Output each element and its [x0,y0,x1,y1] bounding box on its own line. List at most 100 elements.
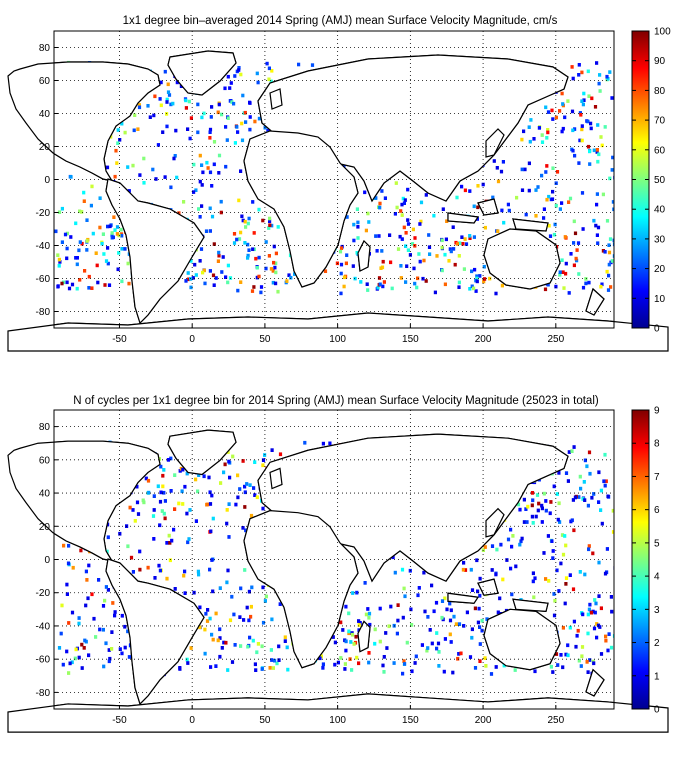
data-cell [184,279,188,283]
data-cell [241,93,245,98]
data-cell [138,549,142,554]
data-cell [522,129,526,134]
data-cell [283,635,287,640]
data-cell [339,620,343,625]
data-cell [151,514,156,518]
data-cell [252,486,256,490]
data-cell [87,563,91,568]
data-cell [607,243,611,247]
data-cell [184,106,188,110]
data-cell [175,80,179,85]
data-cell [473,606,477,611]
data-cell [383,196,387,200]
y-tick-label: 60 [39,455,51,466]
data-cell [255,650,259,655]
data-cell [56,253,60,257]
data-cell [518,507,522,512]
data-cell [582,480,586,484]
data-cell [365,282,369,286]
data-cell [333,662,337,667]
data-cell [595,202,599,207]
data-cell [448,618,453,623]
x-tick-label: 250 [547,715,564,726]
data-cell [560,91,564,96]
data-cell [61,662,65,667]
data-cell [239,586,243,591]
data-cell [74,221,78,226]
data-cell [396,247,401,251]
data-cell [131,508,135,512]
x-tick-label: 250 [547,334,564,345]
data-cell [604,634,608,639]
data-cell [198,179,202,184]
data-cell [468,189,472,193]
data-cell [136,512,141,516]
data-cell [462,624,466,628]
data-cell [556,663,560,667]
data-cell [257,255,261,260]
data-cell [597,560,601,565]
data-cell [401,671,405,676]
data-cell [440,245,444,250]
data-cell [532,595,536,600]
data-cell [485,617,489,621]
x-tick-label: 150 [402,715,419,726]
data-cell [395,631,399,636]
data-cell [520,536,524,541]
data-cell [127,655,131,659]
data-cell [468,655,473,659]
data-cell [399,264,403,268]
y-tick-label: -40 [36,621,51,632]
data-cell [105,549,109,554]
data-cell [561,102,565,106]
data-cell [412,266,416,271]
data-cell [452,614,456,619]
data-cell [564,543,568,548]
data-cell [244,120,248,124]
data-cell [463,568,468,572]
data-cell [142,181,146,185]
data-cell [570,65,574,69]
data-cell [165,541,169,545]
data-cell [165,124,169,129]
y-tick-label: -60 [36,274,51,285]
data-cell [510,592,514,597]
data-cell [236,130,240,134]
data-cell [161,473,165,478]
data-cell [253,493,257,497]
data-cell [581,612,585,617]
data-cell [496,229,500,233]
data-cell [600,282,604,287]
data-cell [356,236,360,240]
data-cell [339,291,343,296]
data-cell [551,166,555,170]
data-cell [251,200,255,204]
data-cell [208,502,213,506]
data-cell [449,640,453,644]
data-cell [127,281,131,286]
data-cell [500,283,504,288]
data-cell [418,222,422,226]
data-cell [101,604,106,608]
data-cell [244,528,248,533]
data-cell [440,599,445,603]
data-cell [169,489,173,493]
data-cell [398,234,402,239]
data-cell [501,160,505,164]
data-cell [175,175,179,180]
data-cell [212,162,216,167]
data-cell [592,148,596,153]
data-cell [447,259,451,263]
data-cell [227,459,231,464]
data-cell [483,656,487,660]
data-cell [482,279,486,284]
data-cell [234,502,238,507]
data-cell [212,140,217,144]
data-cell [267,254,271,258]
data-cell [181,467,185,472]
data-cell [146,478,151,483]
data-cell [237,66,241,70]
data-cell [470,269,474,274]
data-cell [443,252,447,257]
data-cell [402,659,406,663]
